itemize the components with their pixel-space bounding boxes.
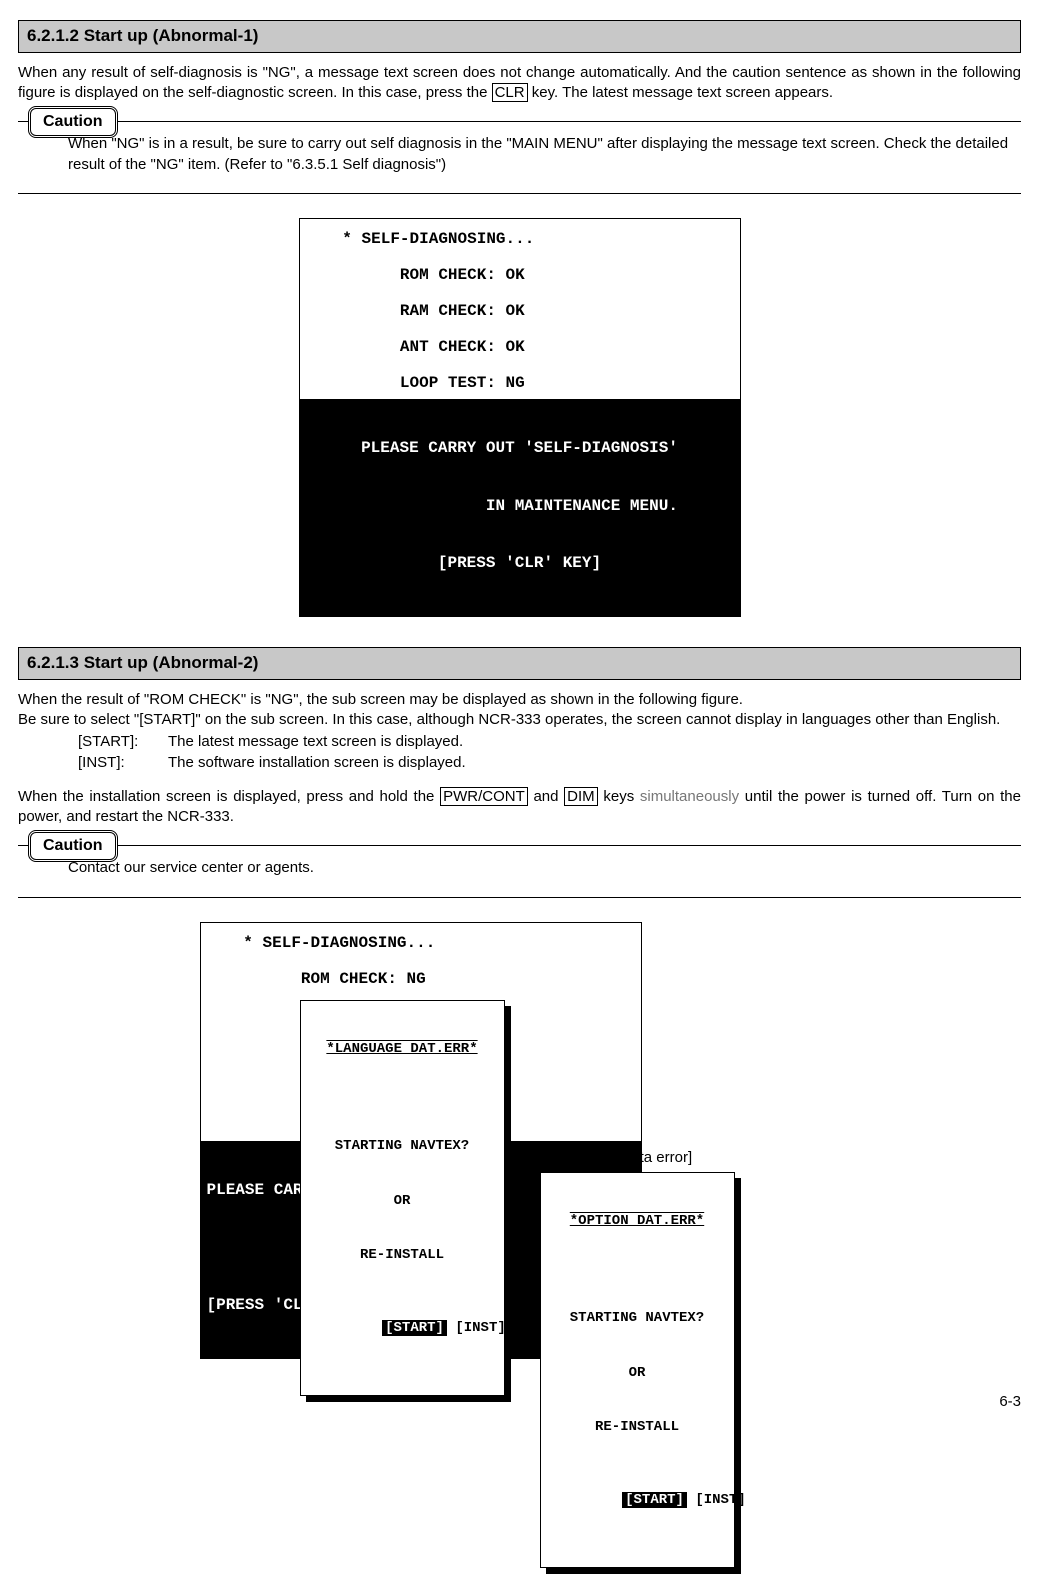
- list-val: The software installation screen is disp…: [168, 753, 466, 773]
- list-row-start: [START]: The latest message text screen …: [78, 732, 1021, 752]
- pwr-cont-key: PWR/CONT: [440, 787, 528, 806]
- popup-inner: *LANGUAGE DAT.ERR* STARTING NAVTEX? OR R…: [300, 1000, 505, 1396]
- popup-line: OR: [547, 1364, 728, 1382]
- screen-inverse: PLEASE CARRY OUT 'SELF-DIAGNOSIS' IN MAI…: [300, 399, 740, 616]
- caution-box-1: Caution When "NG" is in a result, be sur…: [18, 121, 1021, 194]
- list-row-inst: [INST]: The software installation screen…: [78, 753, 1021, 773]
- section2-para3: When the installation screen is displaye…: [18, 787, 1021, 828]
- list-key: [START]:: [78, 732, 168, 752]
- caution-content: Contact our service center or agents.: [18, 845, 1021, 897]
- popup-title: *OPTION DAT.ERR*: [547, 1212, 728, 1230]
- inv-line: [PRESS 'CLR' KEY]: [308, 554, 732, 573]
- caution-label: Caution: [28, 830, 118, 862]
- para-text: keys: [598, 788, 640, 805]
- inv-line: IN MAINTENANCE MENU.: [308, 497, 732, 516]
- caution-label: Caution: [28, 106, 118, 138]
- para-text: When the installation screen is displaye…: [18, 788, 440, 805]
- popup-line: RE-INSTALL: [547, 1418, 728, 1436]
- popup-inner: *OPTION DAT.ERR* STARTING NAVTEX? OR RE-…: [540, 1172, 735, 1568]
- section-header-1: 6.2.1.2 Start up (Abnormal-1): [18, 20, 1021, 53]
- page-number: 6-3: [18, 1392, 1021, 1412]
- popup-line: STARTING NAVTEX?: [307, 1137, 498, 1155]
- inst-button[interactable]: [INST]: [695, 1492, 745, 1508]
- start-button[interactable]: [START]: [382, 1320, 447, 1336]
- screen-title: * SELF-DIAGNOSING...: [300, 231, 740, 249]
- start-button[interactable]: [START]: [622, 1492, 687, 1508]
- list-val: The latest message text screen is displa…: [168, 732, 463, 752]
- section2-para2: Be sure to select "[START]" on the sub s…: [18, 710, 1021, 730]
- caution-box-2: Caution Contact our service center or ag…: [18, 845, 1021, 897]
- para-text: and: [528, 788, 564, 805]
- screen-title: * SELF-DIAGNOSING...: [201, 935, 641, 953]
- screen-figure-2: * SELF-DIAGNOSING... ROM CHECK: NG LOOP …: [170, 922, 870, 1352]
- screen-rom: ROM CHECK: OK: [300, 267, 740, 285]
- screen-ram: RAM CHECK: OK: [300, 303, 740, 321]
- section2-para1: When the result of "ROM CHECK" is "NG", …: [18, 690, 1021, 710]
- screen-figure-1: * SELF-DIAGNOSING... ROM CHECK: OK RAM C…: [18, 218, 1021, 617]
- section1-paragraph: When any result of self-diagnosis is "NG…: [18, 63, 1021, 104]
- list-key: [INST]:: [78, 753, 168, 773]
- popup-language-error: *LANGUAGE DAT.ERR* STARTING NAVTEX? OR R…: [300, 1000, 505, 1396]
- diag-screen-1: * SELF-DIAGNOSING... ROM CHECK: OK RAM C…: [299, 218, 741, 617]
- inst-button[interactable]: [INST]: [455, 1320, 505, 1336]
- popup-line: OR: [307, 1192, 498, 1210]
- popup-buttons: [START] [INST]: [307, 1301, 498, 1356]
- screen-rom: ROM CHECK: NG: [201, 971, 641, 989]
- caution-content: When "NG" is in a result, be sure to car…: [18, 121, 1021, 194]
- popup-line: RE-INSTALL: [307, 1246, 498, 1264]
- inv-line: PLEASE CARRY OUT 'SELF-DIAGNOSIS': [308, 439, 732, 458]
- popup-line: STARTING NAVTEX?: [547, 1309, 728, 1327]
- option-list: [START]: The latest message text screen …: [78, 732, 1021, 773]
- para-text-gray: simultaneously: [640, 788, 739, 805]
- clr-key: CLR: [492, 83, 528, 102]
- popup-option-error: *OPTION DAT.ERR* STARTING NAVTEX? OR RE-…: [540, 1172, 735, 1568]
- screen-loop: LOOP TEST: NG: [300, 375, 740, 393]
- screen-ant: ANT CHECK: OK: [300, 339, 740, 357]
- para-text: key. The latest message text screen appe…: [528, 84, 833, 101]
- option-label: [Option language data error]: [505, 1148, 693, 1168]
- popup-buttons: [START] [INST]: [547, 1473, 728, 1528]
- popup-title: *LANGUAGE DAT.ERR*: [307, 1040, 498, 1058]
- dim-key: DIM: [564, 787, 598, 806]
- section-header-2: 6.2.1.3 Start up (Abnormal-2): [18, 647, 1021, 680]
